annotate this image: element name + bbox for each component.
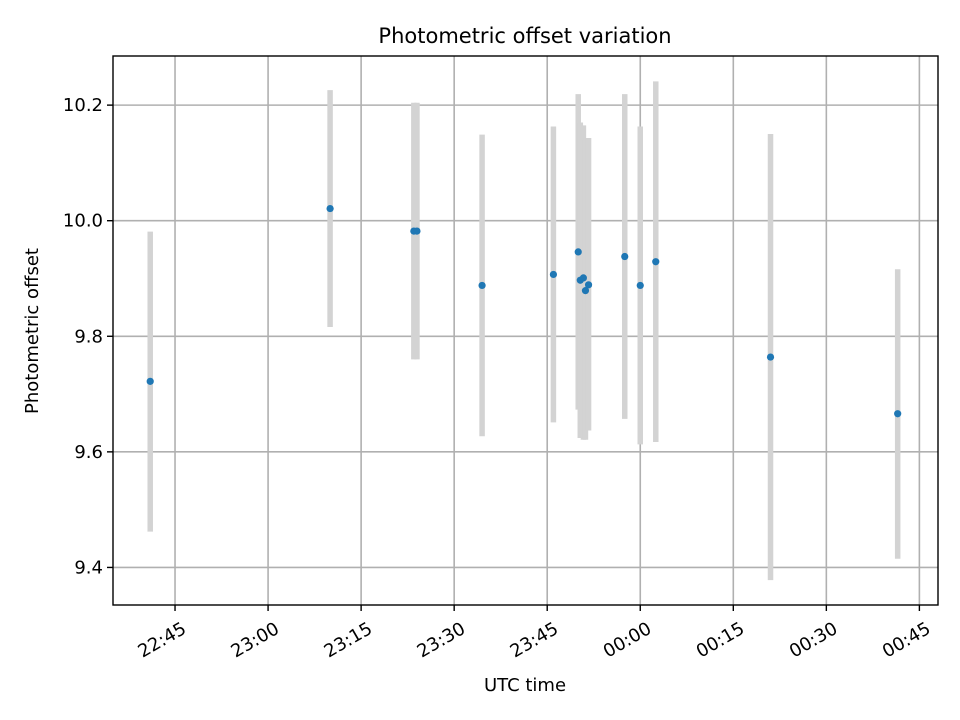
data-point [581, 287, 590, 295]
data-point [413, 227, 421, 235]
data-point [766, 353, 775, 361]
data-point [579, 274, 587, 282]
data-point [146, 377, 154, 385]
data-point [326, 204, 334, 213]
data-point [478, 281, 486, 290]
grid-lines [113, 56, 938, 605]
chart-title: Photometric offset variation [378, 24, 671, 48]
y-tick-label: 10.0 [63, 211, 103, 232]
y-tick-label: 9.6 [74, 442, 103, 463]
plot-frame [112, 55, 939, 606]
data-point [574, 248, 582, 256]
y-tick-label: 9.4 [74, 557, 103, 578]
data-points [146, 204, 902, 418]
y-tick-label: 9.8 [74, 326, 103, 347]
data-point [549, 270, 558, 279]
y-tick-label: 10.2 [63, 95, 103, 116]
data-point [894, 410, 902, 418]
data-point [621, 252, 629, 261]
data-point [584, 281, 593, 289]
y-axis-label: Photometric offset [22, 248, 43, 414]
y-axis-ticks: 9.4 9.6 9.8 10.0 10.2 [63, 95, 113, 578]
data-point [652, 258, 660, 266]
x-axis-label: UTC time [484, 675, 566, 696]
data-point [636, 281, 644, 290]
